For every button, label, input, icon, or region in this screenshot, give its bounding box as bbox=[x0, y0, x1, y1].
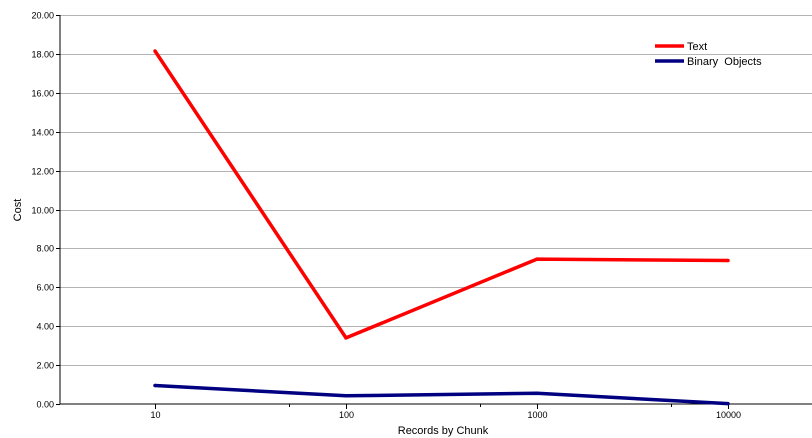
legend: Text Binary Objects bbox=[655, 41, 762, 68]
y-tick-label: 12.00 bbox=[31, 167, 54, 177]
y-tick-label: 10.00 bbox=[31, 206, 54, 216]
series-lines bbox=[153, 49, 730, 406]
data-point bbox=[726, 401, 730, 406]
data-point bbox=[153, 383, 157, 388]
x-tick-label: 10000 bbox=[716, 410, 741, 420]
legend-label: Binary Objects bbox=[687, 56, 762, 68]
x-tick-label: 100 bbox=[339, 410, 354, 420]
y-axis-title: Cost bbox=[12, 199, 24, 222]
y-tick-label: 14.00 bbox=[31, 128, 54, 138]
series-line-text bbox=[153, 50, 729, 340]
y-tick-label: 18.00 bbox=[31, 50, 54, 60]
y-tick-label: 4.00 bbox=[36, 322, 54, 332]
data-point bbox=[344, 336, 348, 340]
data-point bbox=[153, 49, 157, 53]
x-axis-ticks: 10 100 1000 10000 bbox=[150, 404, 741, 420]
gridlines bbox=[60, 15, 812, 366]
axes bbox=[59, 15, 812, 405]
x-tick-label: 1000 bbox=[527, 410, 547, 420]
y-tick-label: 16.00 bbox=[31, 89, 54, 99]
y-axis-ticks: 0.00 2.00 4.00 6.00 8.00 10.00 12.00 14.00 16.00… bbox=[31, 11, 60, 410]
y-tick-label: 6.00 bbox=[36, 283, 54, 293]
legend-label: Text bbox=[687, 41, 707, 53]
series-line-binary-objects bbox=[154, 383, 729, 406]
y-tick-label: 8.00 bbox=[36, 244, 54, 254]
data-point bbox=[535, 391, 539, 396]
data-point bbox=[344, 394, 348, 398]
x-tick-label: 10 bbox=[150, 410, 160, 420]
y-tick-label: 2.00 bbox=[36, 361, 54, 371]
y-tick-label: 20.00 bbox=[31, 11, 54, 21]
y-tick-label: 0.00 bbox=[36, 400, 54, 410]
data-point bbox=[726, 258, 730, 263]
data-point bbox=[535, 257, 539, 261]
x-axis-title: Records by Chunk bbox=[398, 425, 489, 437]
